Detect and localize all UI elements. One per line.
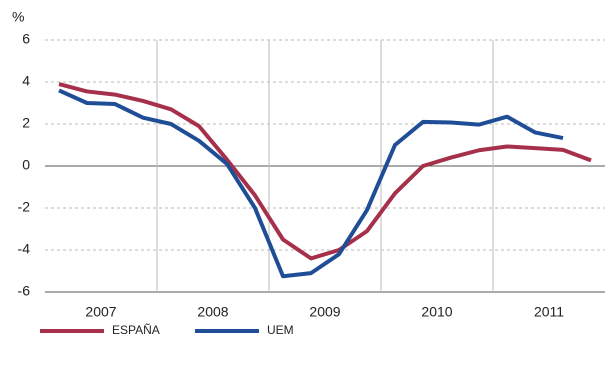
y-tick-label: 4	[22, 73, 30, 89]
legend-label: UEM	[267, 323, 294, 337]
y-tick-label: -6	[18, 283, 31, 299]
x-tick-label: 2010	[421, 304, 452, 320]
y-tick-label: 6	[22, 31, 30, 47]
x-tick-label: 2007	[85, 304, 116, 320]
y-tick-label: -2	[18, 199, 31, 215]
y-tick-label: 0	[22, 157, 30, 173]
x-tick-label: 2008	[197, 304, 228, 320]
x-tick-label: 2011	[534, 304, 564, 320]
legend-label: ESPAÑA	[112, 323, 160, 337]
series-line	[58, 82, 592, 261]
y-tick-label: 2	[22, 115, 30, 131]
y-tick-label: -4	[18, 241, 31, 257]
x-tick-label: 2009	[309, 304, 340, 320]
y-unit: %	[12, 9, 24, 25]
series-line	[58, 88, 564, 279]
